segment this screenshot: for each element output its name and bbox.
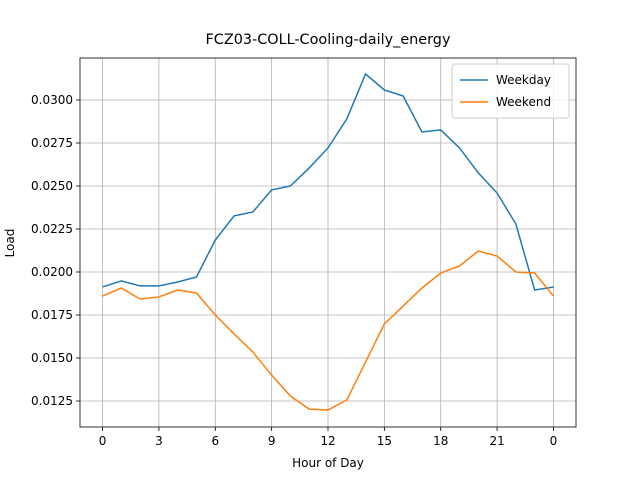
x-tick-label: 0 (99, 434, 107, 448)
line (102, 250, 555, 411)
y-tick-label: 0.0275 (31, 136, 73, 150)
x-tick-label: 12 (320, 434, 335, 448)
y-axis-label: Load (3, 229, 17, 258)
x-tick-label: 3 (155, 434, 163, 448)
x-axis-label: Hour of Day (292, 456, 364, 470)
x-tick-label: 0 (550, 434, 558, 448)
y-tick-label: 0.0200 (31, 265, 73, 279)
plot-frame (79, 57, 577, 428)
y-tick-label: 0.0150 (31, 351, 73, 365)
y-tick-label: 0.0300 (31, 93, 73, 107)
legend-label: Weekday (496, 73, 551, 87)
y-tick-label: 0.0225 (31, 222, 73, 236)
x-tick-label: 9 (268, 434, 276, 448)
legend-label: Weekend (496, 95, 551, 109)
y-tick-label: 0.0125 (31, 394, 73, 408)
x-tick-label: 21 (489, 434, 504, 448)
x-tick-label: 18 (433, 434, 448, 448)
x-tick-label: 6 (211, 434, 219, 448)
y-tick-label: 0.0250 (31, 179, 73, 193)
x-tick-label: 15 (377, 434, 392, 448)
legend-frame (451, 63, 570, 119)
chart-title: FCZ03-COLL-Cooling-daily_energy (206, 32, 451, 48)
line (102, 72, 554, 291)
y-tick-label: 0.0175 (31, 308, 73, 322)
legend: Weekday Weekend (451, 63, 570, 119)
